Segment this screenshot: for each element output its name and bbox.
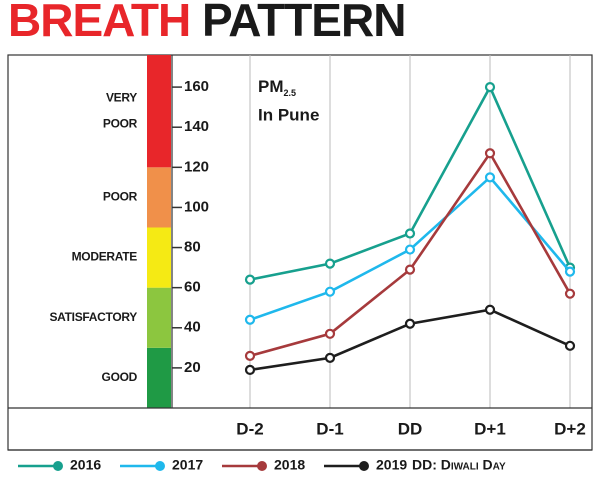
annotation: PM2.5 — [258, 77, 296, 98]
data-point — [244, 364, 256, 375]
data-point — [244, 274, 256, 285]
y-tick-label: 120 — [184, 158, 209, 175]
legend-dot — [155, 461, 165, 471]
legend-dot — [53, 461, 63, 471]
x-tick-label: D+1 — [474, 419, 506, 438]
annotation-line: In Pune — [258, 105, 319, 124]
data-point — [324, 352, 336, 363]
y-tick-label: 100 — [184, 198, 209, 215]
y-tick-label: 20 — [184, 359, 201, 376]
aqi-band — [147, 55, 171, 168]
data-point — [404, 264, 416, 275]
y-tick-label: 160 — [184, 78, 209, 95]
data-point — [564, 288, 576, 299]
legend-label: 2018 — [274, 457, 305, 473]
band-label: VERY — [106, 90, 137, 104]
band-label: MODERATE — [72, 250, 138, 264]
data-point — [564, 340, 576, 351]
legend-label: 2019 — [376, 457, 407, 473]
aqi-band — [147, 167, 171, 228]
aqi-band — [147, 287, 171, 348]
annotation-text: PM — [258, 77, 284, 96]
x-tick-label: D-1 — [316, 419, 343, 438]
legend-dot — [257, 461, 267, 471]
x-tick-label: D+2 — [554, 419, 586, 438]
chart-title: BREATH PATTERN — [8, 0, 405, 46]
data-point — [244, 314, 256, 325]
band-label: SATISFACTORY — [49, 310, 137, 324]
data-point — [484, 81, 496, 93]
data-point — [484, 172, 496, 183]
legend-dot — [359, 461, 369, 471]
legend-note: DD: Diwali Day — [412, 457, 506, 473]
data-point — [324, 286, 336, 297]
annotation-sub: 2.5 — [284, 88, 297, 98]
legend-label: 2016 — [70, 457, 101, 473]
y-tick-label: 140 — [184, 118, 209, 135]
aqi-band — [147, 227, 171, 288]
data-point — [404, 244, 416, 255]
band-label: POOR — [103, 190, 138, 204]
data-point — [244, 350, 256, 361]
band-label: POOR — [103, 116, 138, 130]
title-word: PATTERN — [202, 0, 405, 46]
y-tick-label: 40 — [184, 319, 201, 336]
legend-label: 2017 — [172, 457, 203, 473]
title-word: BREATH — [8, 0, 190, 46]
x-tick-label: DD — [398, 419, 423, 438]
data-point — [564, 266, 576, 277]
data-point — [324, 258, 336, 269]
data-point — [484, 148, 496, 159]
band-label: GOOD — [102, 370, 138, 384]
data-point — [484, 304, 496, 315]
y-tick-label: 80 — [184, 239, 201, 256]
data-point — [324, 328, 336, 339]
y-tick-label: 60 — [184, 279, 201, 296]
data-point — [404, 228, 416, 239]
aqi-band — [147, 347, 171, 408]
data-point — [404, 318, 416, 329]
x-tick-label: D-2 — [236, 419, 263, 438]
